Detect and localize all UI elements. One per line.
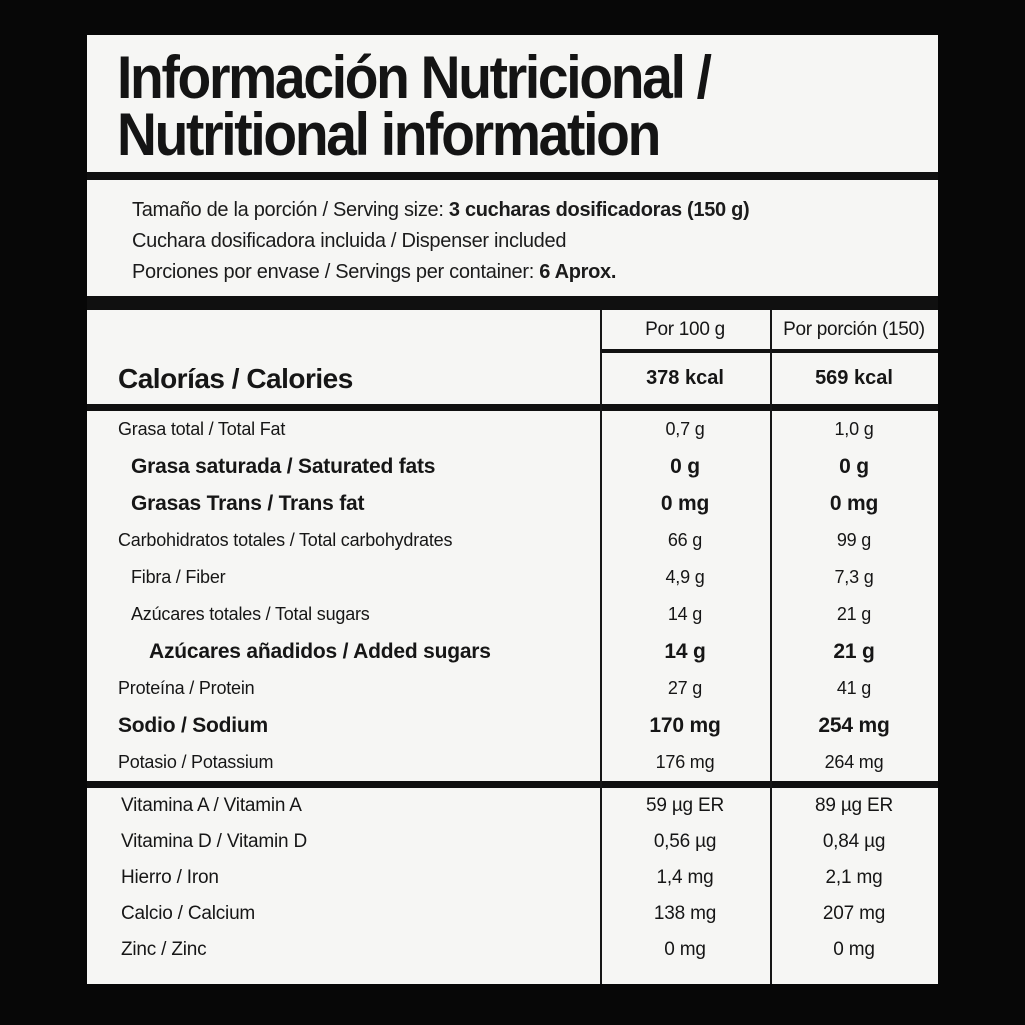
nutrient-per-100g: 27 g — [667, 678, 703, 698]
nutrient-per-serving: 0 g — [839, 454, 869, 478]
micro-label: Vitamina D / Vitamin D — [121, 831, 308, 852]
nutrient-label: Sodio / Sodium — [118, 713, 269, 737]
serving-divider — [87, 296, 938, 310]
serving-info-section: Tamaño de la porción / Serving size: 3 c… — [87, 180, 938, 296]
nutrient-per-100g: 66 g — [667, 530, 703, 550]
column-divider-1 — [600, 310, 602, 984]
micro-label: Calcio / Calcium — [121, 903, 256, 924]
micro-per-serving: 89 µg ER — [815, 795, 893, 816]
calories-divider — [87, 404, 938, 411]
nutrient-per-100g: 176 mg — [655, 752, 715, 772]
nutrient-per-100g: 0,7 g — [665, 419, 705, 439]
nutrient-row-trans-fat: Grasas Trans / Trans fat 0 mg 0 mg — [87, 485, 938, 522]
nutrient-per-serving: 21 g — [833, 639, 875, 663]
nutrient-label: Grasa saturada / Saturated fats — [131, 454, 436, 478]
micro-per-serving: 207 mg — [822, 903, 886, 924]
nutrient-per-100g: 14 g — [667, 604, 703, 624]
micro-label: Hierro / Iron — [121, 867, 219, 888]
calories-label: Calorías / Calories — [118, 362, 353, 394]
nutrient-row-total-sugars: Azúcares totales / Total sugars 14 g 21 … — [87, 596, 938, 633]
micro-label: Vitamina A / Vitamin A — [121, 795, 302, 816]
header-per-serving: Por porción (150) — [770, 310, 938, 353]
nutrient-per-serving: 0 mg — [829, 491, 879, 515]
micro-per-100g: 59 µg ER — [646, 795, 724, 816]
header-empty-cell — [87, 310, 600, 353]
nutrient-per-100g: 0 g — [670, 454, 700, 478]
serving-size-line: Tamaño de la porción / Serving size: 3 c… — [132, 195, 938, 226]
nutrient-row-carbohydrates: Carbohidratos totales / Total carbohydra… — [87, 522, 938, 559]
micro-per-100g: 0,56 µg — [653, 831, 717, 852]
servings-per-container-line: Porciones por envase / Servings per cont… — [132, 257, 938, 288]
nutrient-row-saturated-fat: Grasa saturada / Saturated fats 0 g 0 g — [87, 448, 938, 485]
nutrient-label: Azúcares totales / Total sugars — [131, 604, 370, 624]
label-title: Información Nutricional / Nutritional in… — [117, 48, 872, 165]
nutrition-table: Por 100 g Por porción (150) Calorías / C… — [87, 310, 938, 984]
micro-row-iron: Hierro / Iron 1,4 mg 2,1 mg — [87, 860, 938, 896]
column-divider-2 — [770, 310, 772, 984]
nutrient-label: Grasa total / Total Fat — [118, 419, 286, 439]
micro-per-serving: 0,84 µg — [822, 831, 886, 852]
servings-per-container-value: 6 Aprox. — [539, 261, 617, 283]
nutrient-label: Fibra / Fiber — [131, 567, 226, 587]
nutrient-row-protein: Proteína / Protein 27 g 41 g — [87, 670, 938, 707]
nutrition-label-panel: Información Nutricional / Nutritional in… — [87, 35, 938, 984]
nutrient-per-100g: 170 mg — [649, 713, 721, 737]
calories-row: Calorías / Calories 378 kcal 569 kcal — [87, 353, 938, 404]
micronutrients-divider — [87, 781, 938, 788]
nutrient-label: Carbohidratos totales / Total carbohydra… — [118, 530, 453, 550]
nutrient-label: Proteína / Protein — [118, 678, 255, 698]
label-title-section: Información Nutricional / Nutritional in… — [87, 35, 938, 172]
title-divider — [87, 172, 938, 180]
micro-row-zinc: Zinc / Zinc 0 mg 0 mg — [87, 932, 938, 968]
nutrient-row-potassium: Potasio / Potassium 176 mg 264 mg — [87, 744, 938, 781]
calories-per-100g: 378 kcal — [646, 367, 724, 389]
micro-per-serving: 0 mg — [833, 939, 875, 960]
label-title-line1: Información Nutricional / — [117, 44, 712, 111]
micro-label: Zinc / Zinc — [121, 939, 207, 960]
micro-per-100g: 1,4 mg — [656, 867, 714, 888]
calories-per-serving: 569 kcal — [815, 367, 893, 389]
nutrient-per-serving: 99 g — [836, 530, 872, 550]
nutrient-per-100g: 4,9 g — [665, 567, 705, 587]
nutrient-per-serving: 1,0 g — [834, 419, 874, 439]
micro-row-vitamin-d: Vitamina D / Vitamin D 0,56 µg 0,84 µg — [87, 824, 938, 860]
nutrient-per-serving: 41 g — [836, 678, 872, 698]
nutrient-per-serving: 264 mg — [824, 752, 884, 772]
nutrient-per-serving: 21 g — [836, 604, 872, 624]
micro-row-calcium: Calcio / Calcium 138 mg 207 mg — [87, 896, 938, 932]
nutrient-label: Potasio / Potassium — [118, 752, 274, 772]
header-per-100g: Por 100 g — [600, 310, 770, 353]
serving-size-label: Tamaño de la porción / Serving size: — [132, 199, 444, 221]
micro-per-serving: 2,1 mg — [825, 867, 883, 888]
nutrient-per-serving: 7,3 g — [834, 567, 874, 587]
nutrient-label: Azúcares añadidos / Added sugars — [149, 639, 491, 663]
nutrient-row-added-sugars: Azúcares añadidos / Added sugars 14 g 21… — [87, 633, 938, 670]
label-title-line2: Nutritional information — [117, 101, 661, 168]
nutrient-per-100g: 0 mg — [660, 491, 710, 515]
nutrient-row-total-fat: Grasa total / Total Fat 0,7 g 1,0 g — [87, 411, 938, 448]
nutrient-row-fiber: Fibra / Fiber 4,9 g 7,3 g — [87, 559, 938, 596]
micro-per-100g: 138 mg — [653, 903, 717, 924]
micro-per-100g: 0 mg — [664, 939, 706, 960]
nutrient-per-serving: 254 mg — [818, 713, 890, 737]
nutrient-label: Grasas Trans / Trans fat — [131, 491, 365, 515]
servings-per-container-label: Porciones por envase / Servings per cont… — [132, 261, 534, 283]
micro-row-vitamin-a: Vitamina A / Vitamin A 59 µg ER 89 µg ER — [87, 788, 938, 824]
dispenser-line: Cuchara dosificadora incluida / Dispense… — [132, 230, 567, 252]
nutrient-row-sodium: Sodio / Sodium 170 mg 254 mg — [87, 707, 938, 744]
table-header-row: Por 100 g Por porción (150) — [87, 310, 938, 353]
nutrient-per-100g: 14 g — [664, 639, 706, 663]
serving-size-value: 3 cucharas dosificadoras (150 g) — [448, 199, 750, 221]
